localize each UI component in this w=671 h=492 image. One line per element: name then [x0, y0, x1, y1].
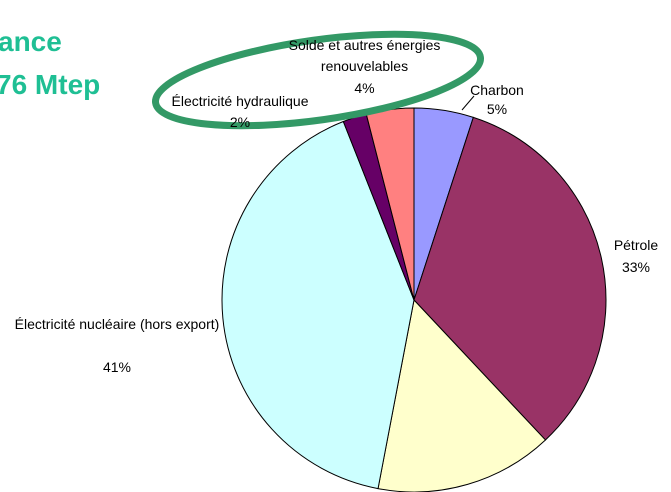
pie-slice — [221, 120, 415, 490]
title-line: ance — [0, 26, 62, 57]
slice-label: Pétrole — [613, 237, 659, 253]
slice-label: Solde et autres énergies renouvelables — [288, 37, 441, 74]
slice-label: Charbon — [470, 82, 524, 98]
slice-value-label: 4% — [354, 80, 375, 96]
leader-line — [461, 95, 475, 111]
pie-slice — [413, 116, 607, 441]
pie-slice — [377, 298, 547, 492]
slice-value-label: 41% — [102, 359, 132, 375]
slice-value-label: 2% — [229, 114, 251, 130]
slice-value-label: 5% — [486, 101, 508, 117]
slice-label: Électricité hydraulique — [171, 93, 309, 109]
annotation-ellipse — [152, 30, 484, 130]
title-line: 76 Mtep — [0, 69, 101, 100]
slice-label: Électricité nucléaire (hors export) — [14, 316, 220, 332]
slice-value-label: 33% — [621, 259, 651, 275]
